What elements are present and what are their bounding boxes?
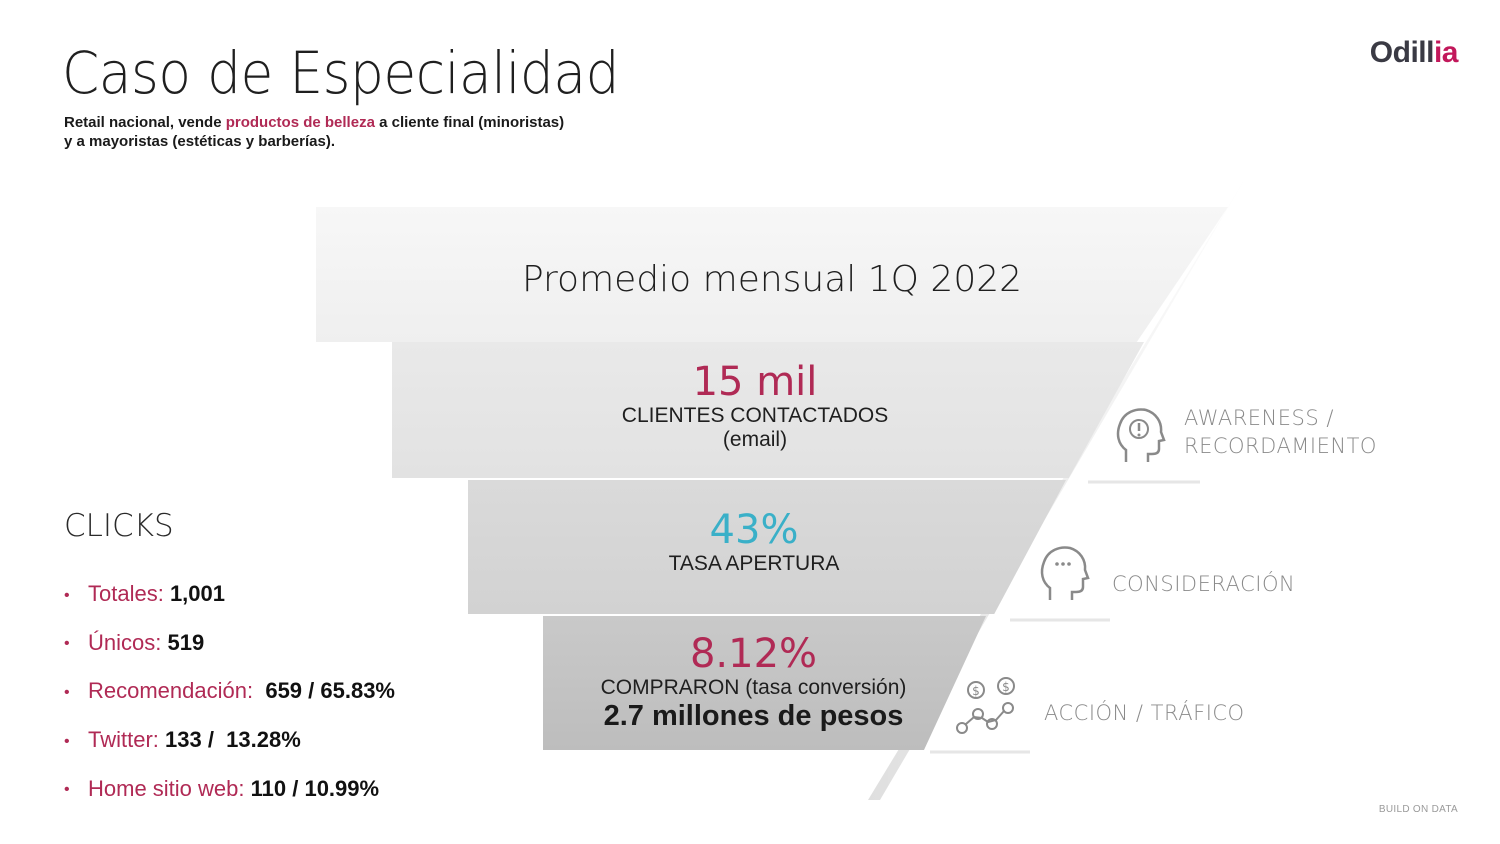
clicks-value: 1,001 (169, 581, 225, 606)
open-rate-label: TASA APERTURA (668, 552, 840, 575)
stage-consideration: CONSIDERACIÓN (1112, 572, 1296, 596)
svg-text:$: $ (1002, 680, 1010, 694)
funnel-heading-band: Promedio mensual 1Q 2022 (316, 207, 1228, 342)
logo: Odillia (1369, 36, 1459, 70)
list-item: • Totales: 1,001 (64, 570, 395, 619)
list-item: • Home sitio web: 110 / 10.99% (64, 765, 395, 814)
stage-awareness: AWARENESS / RECORDAMIENTO (1184, 404, 1377, 460)
contacted-value: 15 mil (692, 359, 818, 405)
bullet-icon: • (64, 684, 70, 702)
bullet-icon: • (64, 732, 70, 750)
money-chart-icon: $ $ (956, 677, 1015, 734)
subtitle-line2: y a mayoristas (estéticas y barberías). (64, 133, 335, 150)
clicks-list: • Totales: 1,001 • Únicos: 519 • Recomendac… (64, 570, 395, 813)
funnel-stage-open-rate: 43% TASA APERTURA (468, 480, 1066, 614)
funnel-heading: Promedio mensual 1Q 2022 (521, 259, 1023, 300)
logo-main: Odill (1369, 36, 1435, 69)
clicks-value: 133 / 13.28% (165, 727, 301, 753)
bullet-icon: • (64, 781, 70, 799)
clicks-label: Recomendación: (88, 678, 266, 704)
bullet-icon: • (64, 635, 70, 653)
stage-awareness-line1: AWARENESS / (1184, 406, 1334, 430)
clicks-label: Únicos: (88, 629, 168, 655)
svg-text:$: $ (972, 684, 980, 698)
contacted-label: CLIENTES CONTACTADOS (621, 404, 889, 427)
conversion-revenue: 2.7 millones de pesos (603, 700, 904, 732)
subtitle-part1: Retail nacional, vende (64, 114, 226, 131)
clicks-value: 110 / 10.99% (250, 775, 380, 801)
subtitle-highlight: productos de belleza (225, 114, 375, 131)
clicks-label: Twitter: (88, 727, 166, 753)
open-rate-value: 43% (709, 507, 799, 553)
funnel-stage-conversion: 8.12% COMPRARON (tasa conversión) 2.7 mi… (543, 616, 986, 750)
contacted-sublabel: (email) (722, 428, 788, 451)
clicks-label: Home sitio web: (88, 775, 251, 801)
conversion-label: COMPRARON (tasa conversión) (600, 676, 907, 699)
head-thinking-icon (1040, 546, 1090, 600)
head-exclamation-icon (1116, 408, 1166, 462)
footer-tagline: BUILD ON DATA (1378, 804, 1458, 815)
clicks-title: CLICKS (64, 508, 174, 544)
stage-awareness-line2: RECORDAMIENTO (1184, 434, 1377, 458)
page-subtitle: Retail nacional, vende productos de bell… (64, 113, 564, 151)
list-item: • Únicos: 519 (64, 619, 395, 668)
page-title: Caso de Especialidad (62, 39, 620, 107)
subtitle-part2: a cliente final (minoristas) (374, 114, 565, 131)
clicks-value: 659 / 65.83% (265, 678, 395, 704)
funnel-stage-contacted: 15 mil CLIENTES CONTACTADOS (email) (392, 342, 1144, 478)
list-item: • Recomendación: 659 / 65.83% (64, 667, 395, 716)
clicks-value: 519 (167, 629, 205, 655)
bullet-icon: • (64, 586, 70, 604)
logo-accent: ia (1433, 36, 1459, 69)
conversion-value: 8.12% (689, 631, 818, 677)
list-item: • Twitter: 133 / 13.28% (64, 716, 395, 765)
stage-action: ACCIÓN / TRÁFICO (1044, 701, 1245, 725)
clicks-label: Totales: (88, 581, 170, 606)
